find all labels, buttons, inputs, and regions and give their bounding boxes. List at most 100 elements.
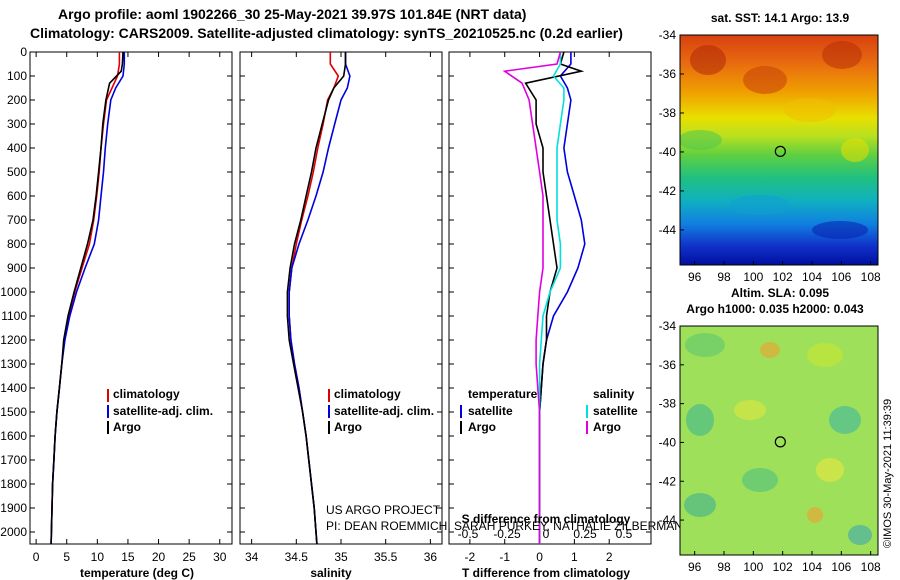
s-tick-label: 0.25 <box>573 527 597 541</box>
sst-eddy <box>784 98 836 122</box>
depth-tick-label: 2000 <box>0 525 27 539</box>
lat-tick-label: -34 <box>659 319 677 333</box>
difference-series <box>502 52 586 544</box>
depth-tick-label: 300 <box>7 117 27 131</box>
watermark: ©IMOS 30-May-2021 11:39:39 <box>882 399 894 548</box>
sla-map-frame <box>679 325 879 556</box>
sst-cool-eddy <box>730 195 790 215</box>
lon-tick-label: 96 <box>688 270 702 284</box>
depth-tick-label: 1900 <box>0 501 27 515</box>
difference-legend: temperature satellite Argo salinity sate… <box>460 387 638 434</box>
depth-tick-label: 400 <box>7 141 27 155</box>
salinity-series <box>286 52 351 544</box>
legend-title-salinity: salinity <box>593 387 635 401</box>
depth-tick-label: 1700 <box>0 453 27 467</box>
depth-tick-label: 1300 <box>0 357 27 371</box>
sst-eddy <box>841 138 869 162</box>
lon-tick-label: 102 <box>773 560 793 574</box>
depth-tick-label: 800 <box>7 237 27 251</box>
s-tick-label: -0.5 <box>458 527 479 541</box>
lat-tick-label: -44 <box>659 513 677 527</box>
sla-anomalies <box>684 333 872 545</box>
sla-map-title: Altim. SLA: 0.095 <box>731 286 829 300</box>
x-tick-label: -1 <box>499 550 510 564</box>
salinity-axes: 34 34.5 35 35.5 36 <box>240 51 442 564</box>
depth-tick-label: 600 <box>7 189 27 203</box>
depth-tick-label: 1800 <box>0 477 27 491</box>
difference-axes: -2 -1 0 1 2 <box>449 51 651 564</box>
s-difference-xlabel: S difference from climatology <box>462 512 631 526</box>
sst-eddies <box>680 41 869 239</box>
x-tick-label: 25 <box>182 550 196 564</box>
depth-tick-label: 1200 <box>0 333 27 347</box>
lon-tick-label: 98 <box>717 270 731 284</box>
x-tick-label: 34 <box>245 550 259 564</box>
lat-tick-label: -36 <box>659 358 677 372</box>
lon-tick-label: 106 <box>831 560 851 574</box>
legend-label: Argo <box>468 420 496 434</box>
lat-tick-label: -44 <box>659 223 677 237</box>
series-argo <box>50 52 124 544</box>
x-tick-label: 0 <box>33 550 40 564</box>
x-tick-label: 10 <box>91 550 105 564</box>
sst-map-axes: 96 98 100 102 104 106 108 -34 -36 -38 -40 -42 -44 <box>659 28 881 284</box>
legend-label: satellite-adj. clim. <box>113 404 213 418</box>
legend-label: Argo <box>334 420 362 434</box>
depth-tick-label: 1100 <box>1 309 27 323</box>
lon-tick-label: 106 <box>831 270 851 284</box>
sst-map-frame <box>679 34 879 266</box>
lat-tick-label: -42 <box>659 184 677 198</box>
series-temperature-argo <box>524 52 585 544</box>
sla-map-axes: 96 98 100 102 104 106 108 -34 -36 -38 -40 -42 -44 <box>659 319 881 574</box>
difference-panel-frame <box>448 51 652 545</box>
series-argo <box>286 52 347 544</box>
x-tick-label: 35 <box>334 550 348 564</box>
s-tick-label: -0.25 <box>493 527 521 541</box>
depth-tick-label: 0 <box>20 45 27 59</box>
series-climatology <box>288 52 340 544</box>
depth-tick-label: 500 <box>7 165 27 179</box>
depth-tick-label: 100 <box>7 69 27 83</box>
depth-tick-label: 200 <box>7 93 27 107</box>
sla-anomaly <box>848 525 872 545</box>
legend-label: satellite <box>468 404 513 418</box>
lon-tick-label: 104 <box>802 560 822 574</box>
lon-tick-label: 100 <box>743 270 763 284</box>
legend-label: Argo <box>113 420 141 434</box>
lon-tick-label: 108 <box>861 270 881 284</box>
sst-cool-eddy <box>812 221 868 239</box>
depth-tick-label: 1000 <box>0 285 27 299</box>
sla-anomaly <box>760 342 780 358</box>
sst-warm-eddy <box>743 66 787 94</box>
title-line-2: Climatology: CARS2009. Satellite-adjuste… <box>30 25 623 41</box>
lon-tick-label: 108 <box>861 560 881 574</box>
sst-map-title: sat. SST: 14.1 Argo: 13.9 <box>711 11 850 25</box>
temperature-legend: climatology satellite-adj. clim. Argo <box>107 387 213 434</box>
sst-map <box>680 35 878 265</box>
legend-label: satellite <box>593 404 638 418</box>
x-tick-label: 15 <box>121 550 135 564</box>
sla-anomaly <box>816 458 844 482</box>
lat-tick-label: -38 <box>659 106 677 120</box>
sst-warm-eddy <box>822 41 862 69</box>
sla-map <box>680 326 878 555</box>
temperature-xlabel: temperature (deg C) <box>80 566 194 580</box>
temperature-series <box>50 52 126 544</box>
x-tick-label: 30 <box>213 550 227 564</box>
temperature-axes: 0100200300400500600700800900100011001200… <box>0 45 232 564</box>
sla-field <box>680 326 878 555</box>
lon-tick-label: 100 <box>743 560 763 574</box>
x-tick-label: 5 <box>63 550 70 564</box>
sst-warm-eddy <box>690 45 726 75</box>
depth-tick-label: 1400 <box>0 381 27 395</box>
sla-anomaly <box>807 343 843 367</box>
sla-anomaly <box>742 468 778 492</box>
legend-label: Argo <box>593 420 621 434</box>
depth-tick-label: 1500 <box>0 405 27 419</box>
salinity-panel-frame <box>239 51 443 545</box>
sst-eddy <box>680 130 722 150</box>
legend-label: satellite-adj. clim. <box>334 404 434 418</box>
legend-label: climatology <box>113 387 180 401</box>
s-tick-label: 0.5 <box>616 527 633 541</box>
